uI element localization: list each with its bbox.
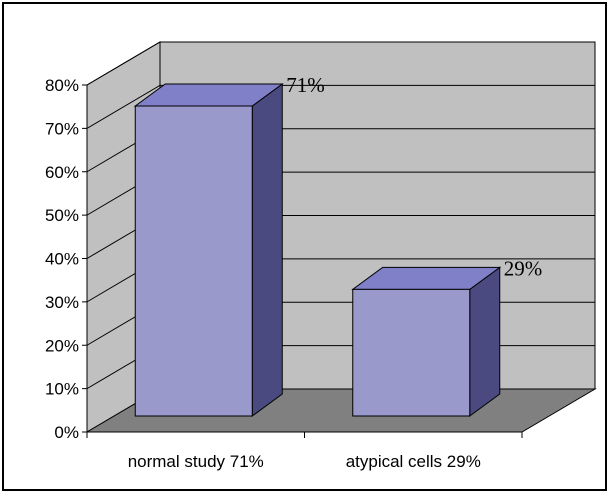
y-tick-label: 30% bbox=[45, 293, 79, 312]
bar bbox=[134, 105, 253, 417]
y-tick-label: 60% bbox=[45, 163, 79, 182]
category-label: normal study 71% bbox=[128, 452, 264, 471]
y-tick-label: 80% bbox=[45, 76, 79, 95]
y-tick-label: 40% bbox=[45, 250, 79, 269]
data-label: 71% bbox=[286, 73, 325, 97]
y-tick-label: 0% bbox=[54, 423, 79, 442]
category-label: atypical cells 29% bbox=[346, 452, 481, 471]
gridline bbox=[86, 41, 595, 86]
y-tick-label: 10% bbox=[45, 380, 79, 399]
data-label: 29% bbox=[504, 256, 543, 280]
gridline bbox=[86, 84, 595, 129]
y-tick-label: 70% bbox=[45, 119, 79, 138]
bar bbox=[352, 288, 471, 417]
y-tick-label: 20% bbox=[45, 336, 79, 355]
y-tick-label: 50% bbox=[45, 206, 79, 225]
bar-side bbox=[469, 266, 501, 417]
bar-side bbox=[251, 83, 283, 417]
